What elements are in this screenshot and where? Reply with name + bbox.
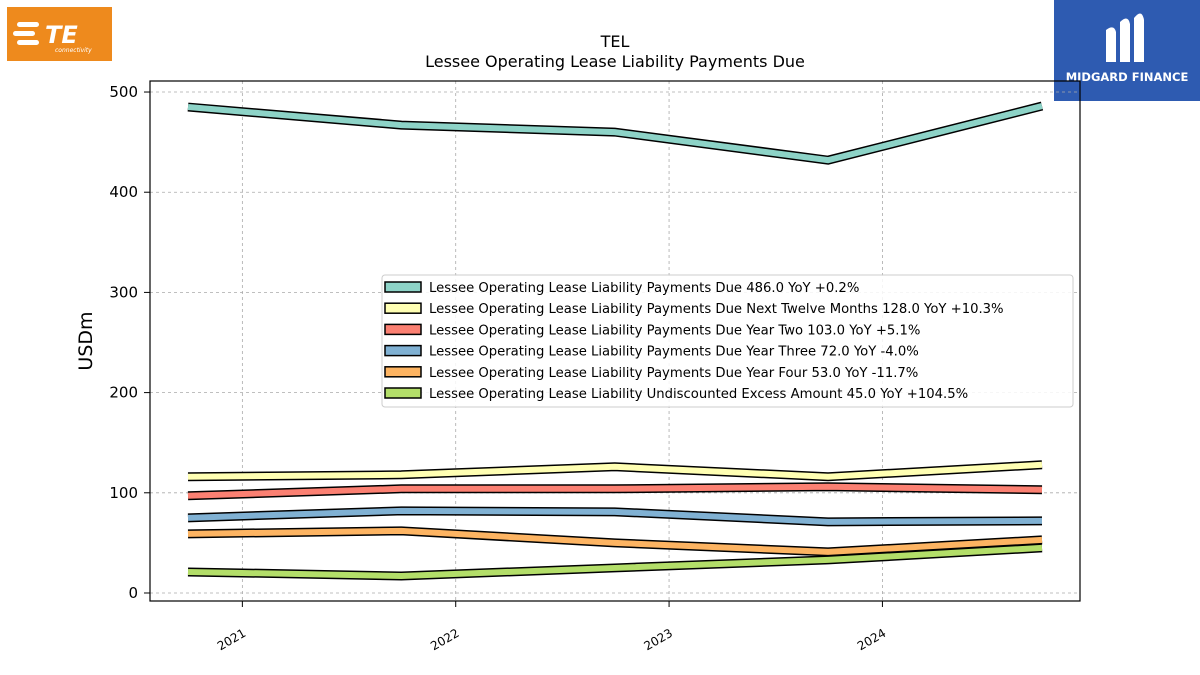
y-axis-label: USDm [75,311,97,370]
legend-label: Lessee Operating Lease Liability Payment… [429,302,1004,317]
series-line-3 [187,483,1043,499]
x-tick-label: 2022 [428,626,461,653]
y-tick-label: 300 [109,283,138,301]
series-line-1 [187,103,1043,164]
legend-swatch [384,281,422,293]
y-tick-label: 500 [109,83,138,101]
midgard-finance-logo: MIDGARD FINANCE [1054,0,1200,101]
legend-box [381,274,1074,408]
chart-title: Lessee Operating Lease Liability Payment… [425,52,805,71]
series-line-5 [187,527,1043,555]
te-logo-subtext: connectivity [55,47,92,54]
legend-label: Lessee Operating Lease Liability Payment… [429,345,919,360]
legend-swatch [384,302,422,314]
legend-swatch [384,323,422,336]
x-tick-label: 2023 [642,626,675,653]
legend-label: Lessee Operating Lease Liability Payment… [429,323,920,338]
x-tick-label: 2021 [215,626,248,653]
legend-label: Lessee Operating Lease Liability Payment… [429,281,859,296]
plot-frame [149,80,1081,602]
legend-label: Lessee Operating Lease Liability Undisco… [429,387,968,402]
legend-swatch [384,344,422,357]
series-line-6 [187,544,1043,579]
series-line-4 [187,507,1043,525]
legend-label: Lessee Operating Lease Liability Payment… [429,366,918,381]
te-connectivity-logo: TE connectivity [7,7,112,61]
chart-company: TEL [600,32,630,51]
x-tick-label: 2024 [855,626,888,653]
midgard-logo-text: MIDGARD FINANCE [1066,70,1189,84]
te-logo-text: TE [45,21,78,49]
y-tick-label: 400 [109,183,138,201]
legend-swatch [384,366,422,378]
y-tick-label: 100 [109,484,138,502]
legend-swatch [384,387,422,399]
y-tick-label: 0 [128,584,138,602]
y-tick-label: 200 [109,384,138,402]
series-line-2 [187,461,1043,480]
